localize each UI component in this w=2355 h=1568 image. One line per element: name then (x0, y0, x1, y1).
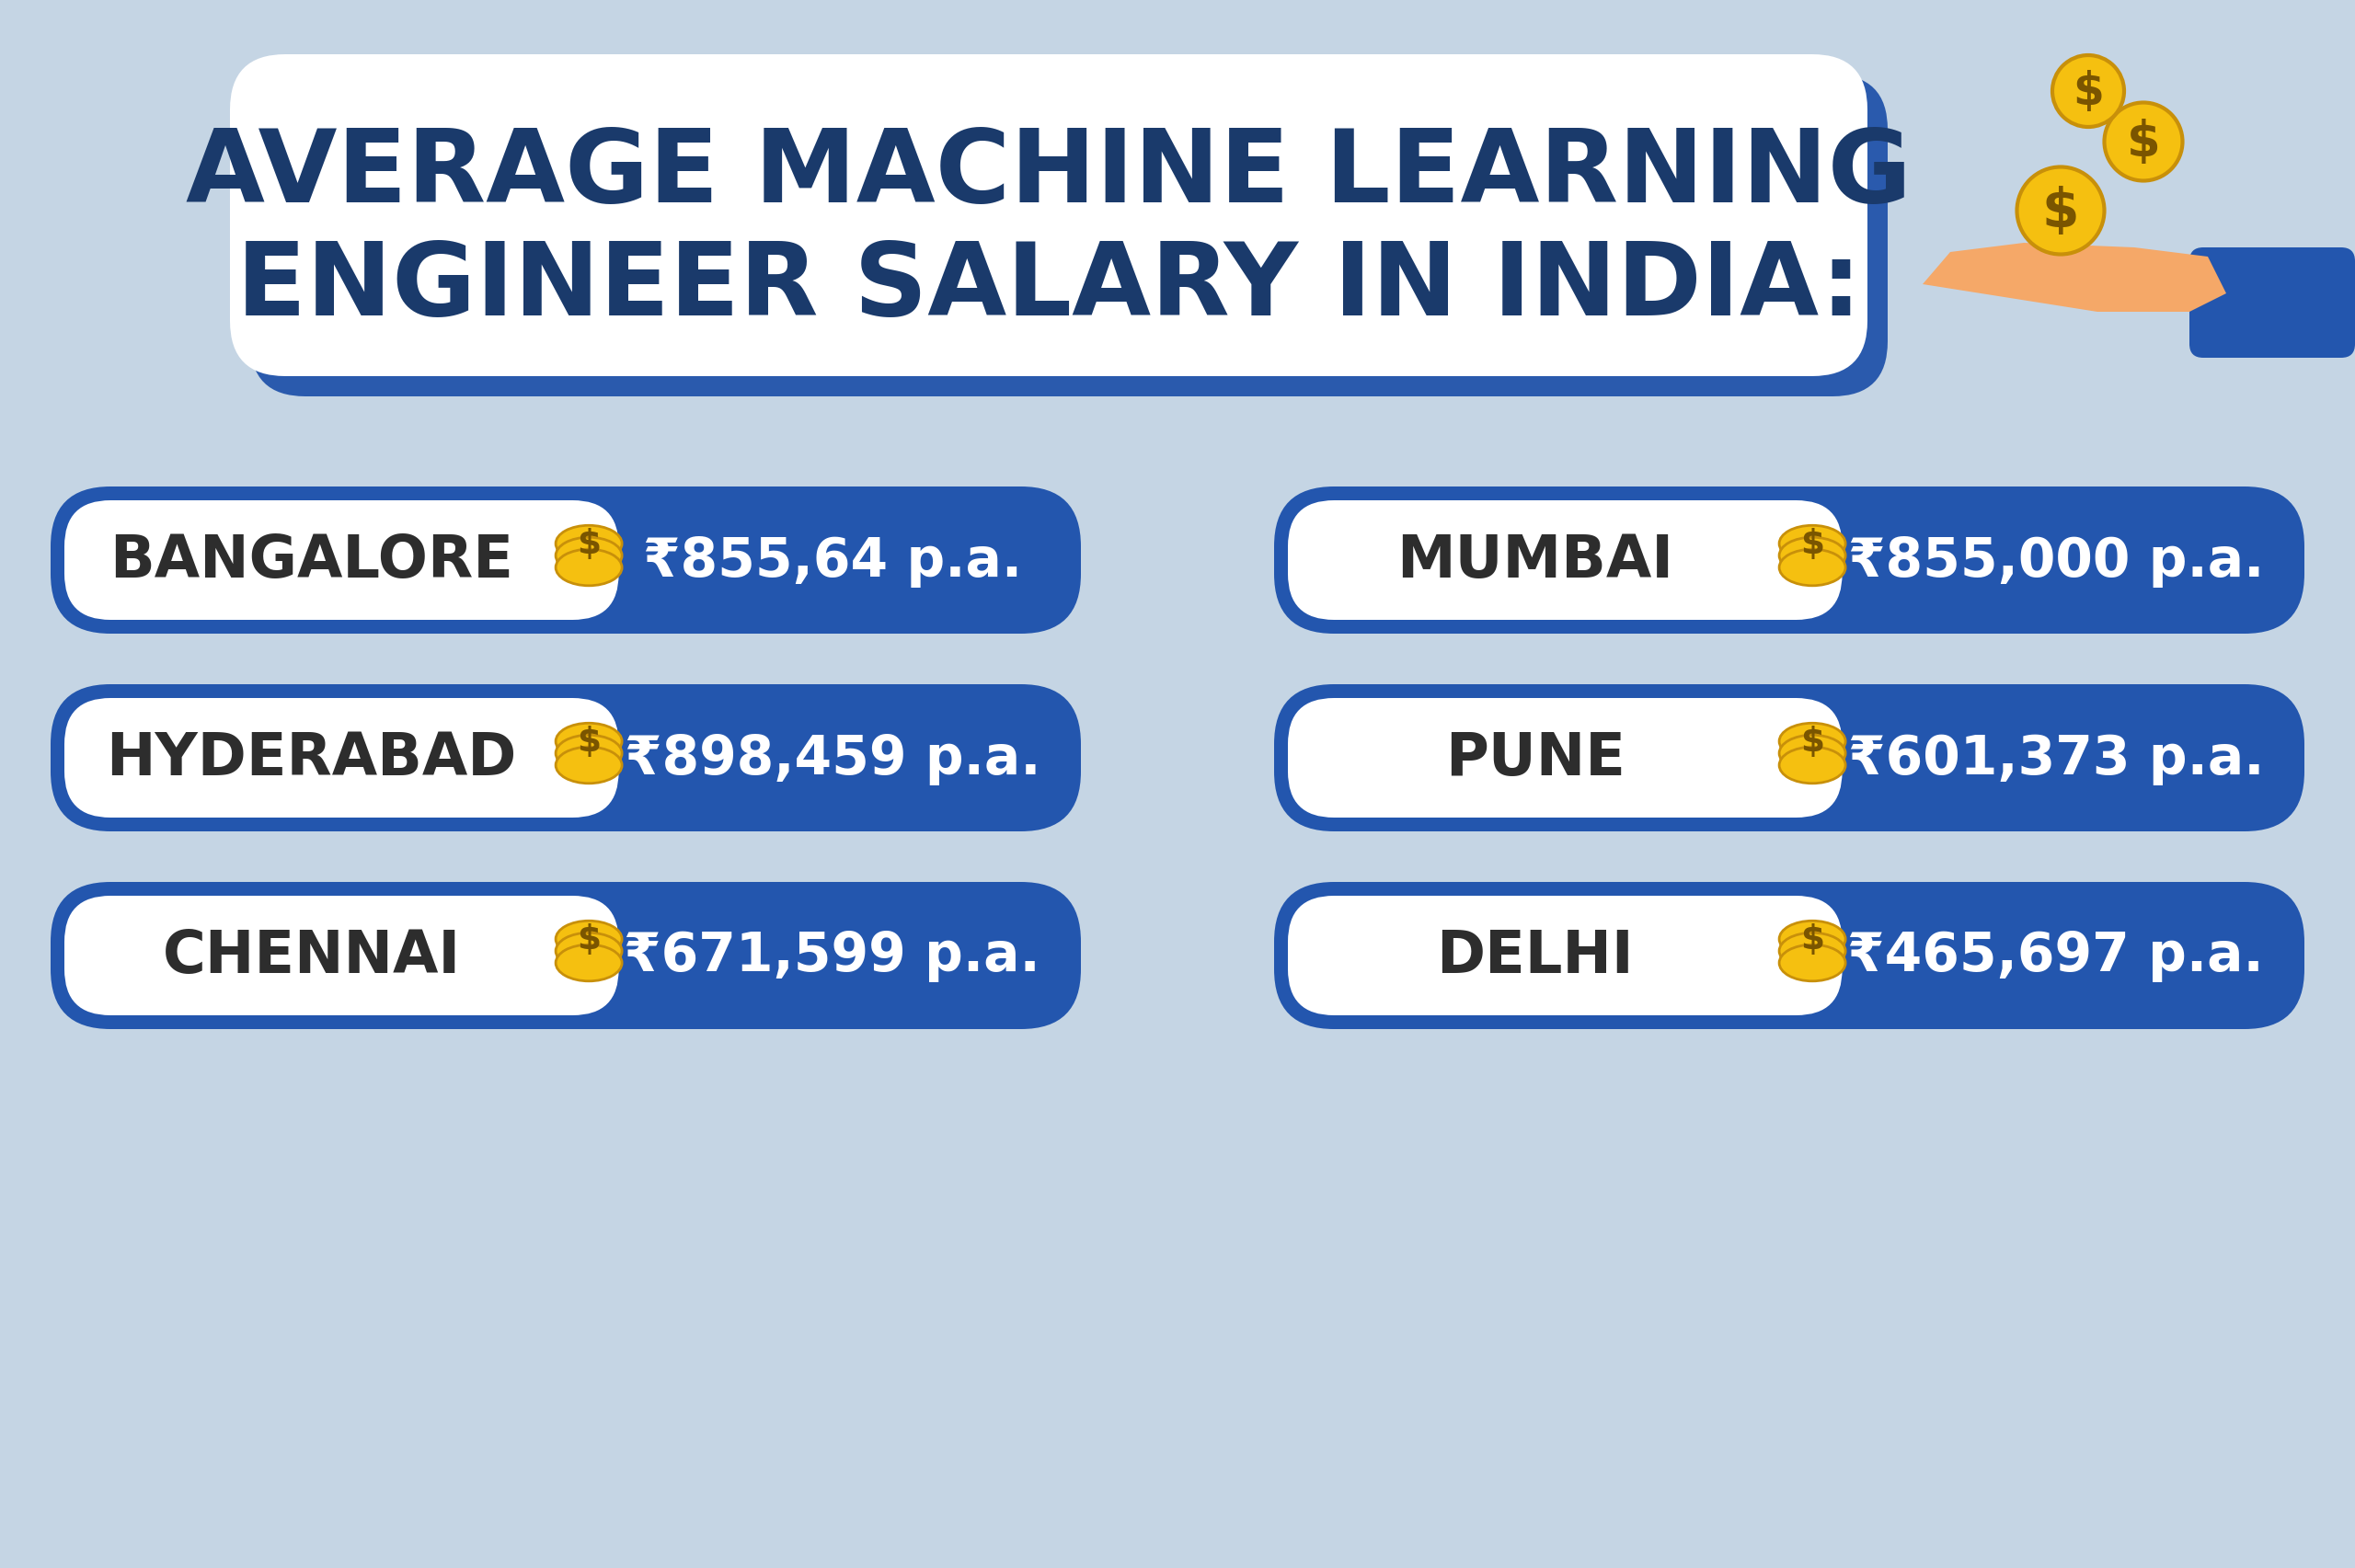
Text: ENGINEER SALARY IN INDIA:: ENGINEER SALARY IN INDIA: (236, 238, 1860, 336)
Ellipse shape (1780, 735, 1846, 771)
Text: ₹898,459 p.a.: ₹898,459 p.a. (624, 732, 1041, 784)
Text: BANGALORE: BANGALORE (111, 532, 513, 590)
Text: MUMBAI: MUMBAI (1397, 532, 1674, 590)
Text: $: $ (577, 726, 601, 759)
Text: $: $ (577, 924, 601, 956)
Ellipse shape (556, 550, 622, 586)
FancyBboxPatch shape (231, 55, 1868, 376)
FancyBboxPatch shape (49, 488, 1081, 633)
Text: AVERAGE MACHINE LEARNING: AVERAGE MACHINE LEARNING (186, 125, 1912, 223)
Text: $: $ (2042, 185, 2079, 238)
Ellipse shape (2105, 103, 2183, 182)
Ellipse shape (556, 538, 622, 574)
Ellipse shape (1780, 550, 1846, 586)
FancyBboxPatch shape (1274, 883, 2306, 1030)
Ellipse shape (556, 525, 622, 563)
Text: ₹855,000 p.a.: ₹855,000 p.a. (1849, 535, 2263, 586)
Ellipse shape (2016, 168, 2105, 256)
Text: ₹601,373 p.a.: ₹601,373 p.a. (1849, 732, 2263, 784)
Text: $: $ (1799, 726, 1825, 759)
FancyBboxPatch shape (1288, 897, 1842, 1016)
Ellipse shape (1780, 723, 1846, 760)
Text: $: $ (1799, 528, 1825, 561)
FancyBboxPatch shape (2190, 248, 2355, 359)
Text: $: $ (1799, 924, 1825, 956)
Ellipse shape (556, 946, 622, 982)
FancyBboxPatch shape (1288, 500, 1842, 621)
Text: ₹855,64 p.a.: ₹855,64 p.a. (643, 535, 1022, 586)
Text: $: $ (2127, 119, 2160, 166)
Text: $: $ (577, 528, 601, 561)
FancyBboxPatch shape (1274, 488, 2306, 633)
FancyBboxPatch shape (64, 500, 619, 621)
Ellipse shape (556, 922, 622, 958)
FancyBboxPatch shape (1288, 698, 1842, 818)
Text: DELHI: DELHI (1437, 927, 1634, 985)
Text: PUNE: PUNE (1446, 729, 1625, 787)
Text: $: $ (2072, 71, 2103, 114)
FancyBboxPatch shape (64, 698, 619, 818)
Text: ₹465,697 p.a.: ₹465,697 p.a. (1849, 930, 2263, 982)
FancyBboxPatch shape (49, 883, 1081, 1030)
Text: ₹671,599 p.a.: ₹671,599 p.a. (624, 930, 1041, 982)
Ellipse shape (1780, 525, 1846, 563)
Ellipse shape (556, 735, 622, 771)
Text: HYDERABAD: HYDERABAD (106, 729, 518, 787)
Ellipse shape (1780, 922, 1846, 958)
Ellipse shape (1780, 538, 1846, 574)
FancyBboxPatch shape (49, 685, 1081, 831)
FancyBboxPatch shape (64, 897, 619, 1016)
Ellipse shape (556, 933, 622, 969)
Ellipse shape (556, 723, 622, 760)
FancyBboxPatch shape (1274, 685, 2306, 831)
Ellipse shape (1780, 933, 1846, 969)
Text: CHENNAI: CHENNAI (162, 927, 462, 985)
Polygon shape (1922, 243, 2225, 312)
Ellipse shape (1780, 946, 1846, 982)
FancyBboxPatch shape (250, 75, 1889, 397)
Ellipse shape (2051, 56, 2124, 127)
Ellipse shape (556, 748, 622, 784)
Ellipse shape (1780, 748, 1846, 784)
